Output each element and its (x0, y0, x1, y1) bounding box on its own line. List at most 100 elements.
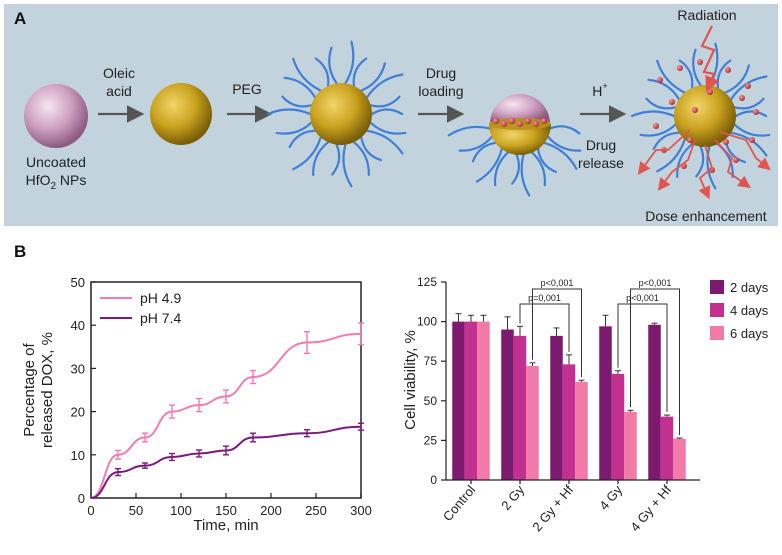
line-chart-xtick-label: 200 (260, 503, 282, 518)
peg-chain-icon (546, 135, 582, 152)
bar-chart-ytick-label: 25 (424, 433, 438, 447)
released-drug-dot-icon (707, 89, 713, 95)
bar-chart-bars (452, 313, 686, 480)
line-chart-legend: pH 4.9 pH 7.4 (100, 290, 181, 326)
uncoated-nanoparticle-icon (24, 84, 88, 148)
drug-dot-icon (501, 121, 507, 127)
legend-label-ph49: pH 4.9 (140, 290, 181, 306)
bar-6-days (575, 381, 588, 480)
legend-swatch (710, 280, 724, 294)
oleic-coated-nanoparticle-icon (150, 83, 212, 145)
released-drug-dot-icon (745, 83, 751, 89)
dose-ray-icon (714, 139, 751, 189)
peg-chain-icon (676, 143, 694, 178)
dose-enhancement-label: Dose enhancement (645, 208, 767, 224)
line-chart-series (90, 322, 364, 499)
peg-chain-icon (342, 143, 353, 188)
released-drug-dot-icon (657, 77, 663, 83)
released-core-icon (674, 85, 736, 147)
line-chart-ytick-label: 30 (71, 361, 85, 376)
legend-swatch (710, 303, 724, 317)
bar-chart-category-label: 2 Gy + Hf (529, 482, 576, 534)
line-chart-xlabel: Time, min (193, 517, 258, 534)
peg-chain-icon (366, 73, 404, 99)
significance-label: p<0,001 (639, 278, 672, 288)
released-drug-dot-icon (753, 109, 759, 115)
acid-label: acid (106, 83, 132, 99)
released-drug-dot-icon (653, 123, 659, 129)
bar-chart-annotations: p<0,001 p=0,001 p<0,001 p<0,001 (519, 278, 680, 436)
peg-label: PEG (232, 81, 262, 97)
uncoated-label: Uncoated (26, 154, 86, 170)
release-line-chart: 0 50 100 150 200 250 300 0 10 20 30 40 50 pH 4.9 pH … (21, 275, 372, 534)
bar-6-days (526, 365, 539, 480)
loaded-gold-shell-icon (489, 124, 551, 155)
drug-released-nanoparticle-icon (630, 42, 771, 190)
bar-2-days (550, 335, 563, 480)
bar-chart-ytick-label: 50 (424, 394, 438, 408)
released-drug-dot-icon (749, 137, 755, 143)
peg-chain-icon (366, 129, 404, 155)
bar-chart-ytick-label: 75 (424, 354, 438, 368)
drug-release-label-2: release (578, 155, 624, 171)
line-chart-xtick-label: 50 (129, 503, 143, 518)
peg-chain-icon (639, 123, 677, 137)
dose-enhancement-rays-icon (637, 129, 771, 200)
released-drug-dot-icon (692, 107, 698, 113)
line-chart-xtick-label: 150 (215, 503, 237, 518)
bar-chart-ytick-label: 125 (417, 275, 437, 289)
peg-chain-icon (733, 97, 765, 110)
cell-viability-bar-chart: 0 25 50 75 100 125 Control 2 Gy 2 Gy + Hf 4 Gy 4 G… (402, 275, 769, 534)
peg-chain-icon (370, 108, 404, 116)
peg-chain-icon (692, 48, 702, 87)
drug-dot-icon (493, 118, 499, 124)
bar-chart-category-label: 4 Gy + Hf (627, 482, 674, 534)
legend-label: 6 days (730, 326, 769, 341)
legend-label: 2 days (730, 280, 769, 295)
line-chart-ytick-label: 20 (71, 405, 85, 420)
peg-chain-icon (630, 110, 676, 118)
peg-chain-icon (312, 141, 330, 176)
line-chart-ytick-label: 10 (71, 448, 85, 463)
line-chart-ytick-label: 40 (71, 318, 85, 333)
line-chart-ylabel-1: Percentage of (21, 342, 38, 436)
peg-chain-icon (369, 121, 407, 135)
legend-swatch (710, 326, 724, 340)
peg-chain-icon (678, 59, 694, 89)
released-drug-dot-icon (669, 99, 675, 105)
bar-chart-ytick-label: 100 (417, 315, 437, 329)
bar-chart-ytick-label: 0 (430, 473, 437, 487)
significance-label: p=0,001 (528, 293, 561, 303)
peg-chain-icon (724, 64, 750, 94)
bar-chart-legend: 2 days 4 days 6 days (710, 280, 769, 341)
peg-chain-icon (352, 57, 368, 87)
bar-6-days (673, 438, 686, 480)
bar-2-days (452, 321, 465, 480)
h-plus-label: H+ (592, 81, 607, 99)
hfo2-nps-label: HfO2 NPs (26, 172, 87, 192)
peg-chain-icon (275, 121, 313, 135)
line-chart-xtick-label: 0 (87, 503, 94, 518)
bar-4-days (660, 416, 674, 480)
peg-chain-icon (360, 136, 382, 162)
peg-chain-icon (536, 146, 558, 174)
peg-chain-icon (493, 150, 510, 187)
bar-4-days (513, 335, 527, 480)
peg-chain-icon (266, 108, 312, 116)
legend-label-ph74: pH 7.4 (140, 310, 181, 326)
significance-label: p<0,001 (626, 293, 659, 303)
peg-chain-icon (344, 40, 355, 85)
panel-a-letter: A (14, 9, 26, 28)
peg-chain-icon (352, 141, 370, 176)
peg-chain-icon (292, 57, 322, 92)
peg-chain-icon (281, 95, 313, 108)
peg-chain-icon (645, 97, 677, 110)
bar-4-days (611, 373, 625, 480)
peg-chain-icon (706, 145, 717, 190)
dose-ray-icon (698, 144, 714, 200)
peg-chain-icon (328, 46, 338, 85)
released-drug-dot-icon (723, 139, 729, 145)
significance-bracket (519, 303, 570, 352)
drug-loaded-nanoparticle-icon (447, 125, 582, 197)
